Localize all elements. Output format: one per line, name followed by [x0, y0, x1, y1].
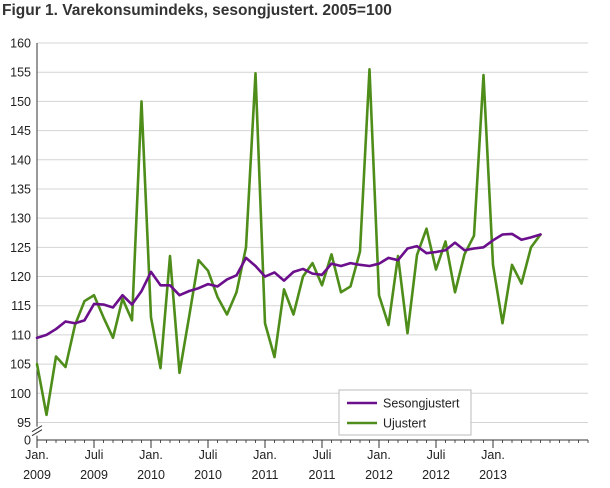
legend-label: Sesongjustert: [383, 397, 460, 411]
x-tick-year: 2010: [137, 468, 165, 482]
y-tick-label: 120: [10, 270, 31, 284]
x-tick-label: Juli: [427, 448, 446, 462]
x-tick-label: Jan.: [139, 448, 163, 462]
y-tick-label: 150: [10, 95, 31, 109]
y-tick-label: 145: [10, 124, 31, 138]
gridlines: [37, 42, 588, 423]
y-axis-ticks: 0 95 100 105 110 115 120 125 130 135 140 145 150 155 1…: [10, 37, 31, 448]
x-tick-label: Jan.: [481, 448, 505, 462]
x-tick-year: 2011: [252, 468, 279, 482]
x-tick-year: 2009: [23, 468, 51, 482]
axis-break-mark: [31, 425, 43, 433]
x-tick-label: Juli: [85, 448, 104, 462]
axis-break-mark: [31, 429, 43, 437]
y-tick-label: 135: [10, 182, 31, 196]
legend: Sesongjustert Ujustert: [338, 389, 472, 436]
axes: [31, 43, 588, 441]
series-line-sesongjustert: [35, 232, 542, 340]
x-tick-year: 2011: [309, 468, 336, 482]
series-lines: [35, 67, 542, 417]
x-tick-year: 2012: [365, 468, 393, 482]
axis-break-gap: [34, 426, 41, 436]
series-line-ujustert: [35, 67, 542, 417]
y-tick-label: 140: [10, 153, 31, 167]
x-tick-label: Jan.: [25, 448, 49, 462]
x-tick-year: 2009: [80, 468, 108, 482]
y-tick-label: 0: [24, 434, 31, 448]
x-tick-label: Juli: [199, 448, 218, 462]
y-tick-label: 130: [10, 212, 31, 226]
y-tick-label: 95: [17, 416, 31, 430]
x-tick-year: 2010: [194, 468, 222, 482]
y-tick-label: 110: [11, 328, 31, 342]
legend-box: [338, 389, 472, 436]
y-tick-label: 125: [10, 241, 31, 255]
y-tick-label: 115: [11, 299, 31, 313]
legend-label: Ujustert: [383, 417, 427, 431]
x-tick-label: Jan.: [253, 448, 277, 462]
x-tick-year: 2013: [479, 468, 507, 482]
x-tick-label: Juli: [313, 448, 332, 462]
y-tick-label: 160: [10, 37, 31, 51]
x-axis-ticks: Jan. 2009 Juli 2009 Jan. 2010 Juli 2010 Jan. 2011…: [23, 440, 589, 482]
x-tick-label: Jan.: [367, 448, 391, 462]
x-tick-year: 2012: [422, 468, 450, 482]
chart-title: Figur 1. Varekonsumindeks, sesongjustert…: [2, 2, 392, 19]
y-tick-label: 100: [10, 387, 31, 401]
y-tick-label: 155: [10, 66, 31, 80]
y-tick-label: 105: [10, 358, 31, 372]
